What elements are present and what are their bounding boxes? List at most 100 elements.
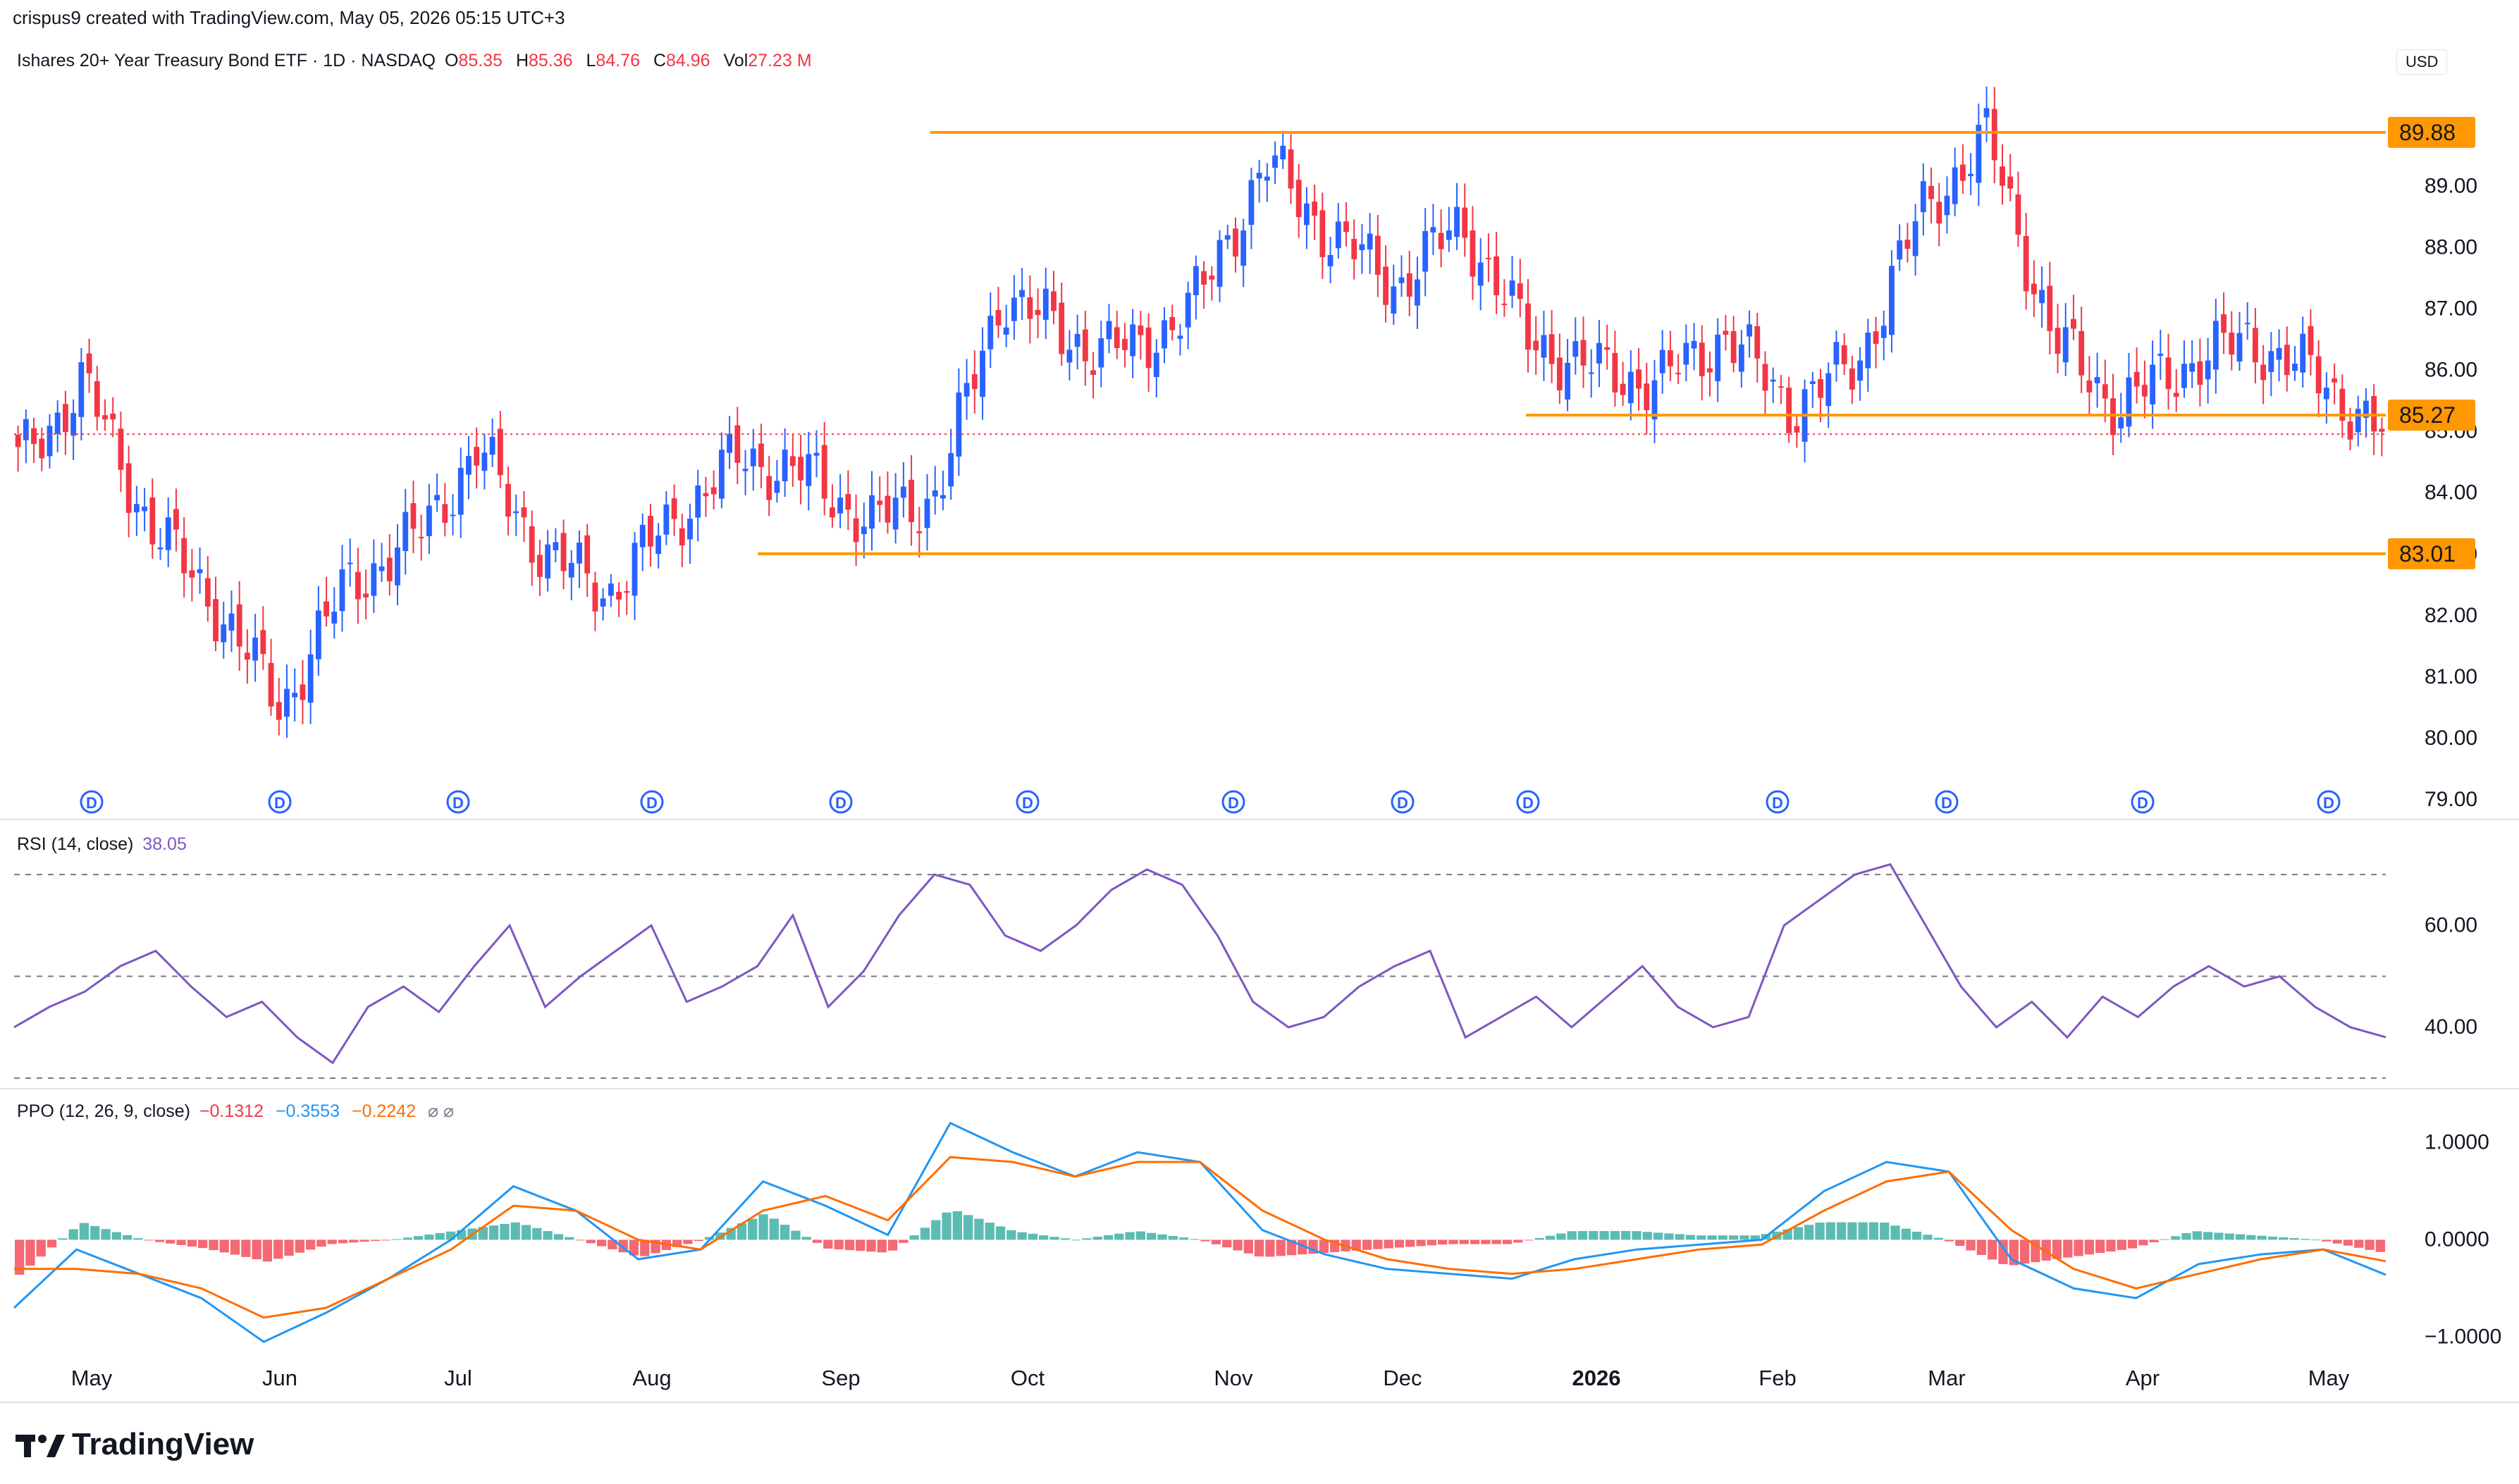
price-tick-label: 88.00	[2425, 236, 2477, 259]
candle-body	[1857, 360, 1864, 381]
candle-body	[1090, 370, 1097, 376]
ppo-histogram-bar	[2160, 1239, 2170, 1240]
ppo-histogram-bar	[1513, 1239, 1523, 1243]
ppo-histogram-bar	[1589, 1230, 1599, 1240]
dividend-marker	[1016, 790, 1040, 814]
price-tick-label: 82.00	[2425, 604, 2477, 627]
ppo-tick-label: 1.0000	[2425, 1130, 2489, 1154]
close-value: 84.96	[666, 51, 710, 70]
level-price-tag	[2388, 116, 2475, 148]
candle-body	[2252, 328, 2258, 363]
ppo-histogram-bar	[2332, 1239, 2342, 1244]
price-legend: Ishares 20+ Year Treasury Bond ETF · 1D …	[17, 51, 812, 70]
price-tick-label: 84.00	[2425, 481, 2477, 505]
ppo-histogram-bar	[1384, 1239, 1393, 1249]
ppo-histogram-bar	[780, 1225, 790, 1240]
ppo-histogram-bar	[316, 1239, 326, 1247]
ppo-histogram-bar	[305, 1239, 316, 1250]
candle-body	[1398, 277, 1405, 283]
x-axis-label: Feb	[1759, 1366, 1796, 1390]
ppo-histogram-bar	[1092, 1237, 1102, 1240]
ppo-histogram-bar	[435, 1232, 445, 1240]
ppo-histogram-bar	[154, 1239, 165, 1242]
candle-body	[2031, 283, 2037, 295]
candle-body	[1248, 180, 1255, 225]
ppo-histogram-bar	[1944, 1239, 1954, 1242]
ppo-histogram-bar	[1405, 1239, 1415, 1247]
candle-body	[924, 498, 930, 528]
candle-body	[1374, 235, 1381, 275]
candle-body	[355, 571, 361, 600]
ppo-panel	[13, 1121, 2386, 1344]
candle-body	[395, 547, 400, 586]
ppo-histogram-bar	[1524, 1239, 1534, 1241]
candle-body	[750, 448, 756, 466]
ppo-histogram-bar	[1103, 1235, 1114, 1240]
candle-body	[54, 412, 61, 434]
ppo-histogram-bar	[931, 1220, 941, 1240]
ppo-histogram-bar	[111, 1232, 121, 1240]
ppo-histogram-bar	[1804, 1225, 1814, 1240]
candle-body	[1280, 145, 1286, 160]
ppo-histogram-bar	[1728, 1235, 1739, 1240]
ppo-histogram-bar	[58, 1238, 68, 1240]
candle-body	[1604, 347, 1610, 350]
candle-body	[110, 414, 116, 420]
candle-body	[734, 425, 741, 463]
ppo-histogram-bar	[2084, 1239, 2095, 1255]
ppo-histogram-bar	[1621, 1230, 1631, 1240]
candle-body	[1383, 266, 1389, 305]
candle-body	[1233, 228, 1238, 257]
dividend-label: D	[835, 794, 846, 812]
candle-body	[837, 497, 844, 514]
ppo-histogram-bar	[672, 1239, 682, 1247]
candle-body	[23, 419, 29, 440]
candle-body	[940, 495, 946, 499]
ppo-histogram-bar	[2117, 1239, 2126, 1250]
ppo-histogram-bar	[823, 1239, 833, 1249]
ppo-histogram-bar	[500, 1223, 510, 1240]
x-axis-label: 2026	[1572, 1366, 1621, 1390]
ppo-histogram-bar	[1006, 1230, 1016, 1240]
ppo-label[interactable]: PPO (12, 26, 9, close)	[17, 1101, 190, 1121]
candle-body	[1446, 230, 1452, 240]
ppo-histogram-bar	[1470, 1239, 1480, 1244]
candle-body	[1209, 276, 1215, 280]
ppo-histogram-bar	[2246, 1235, 2256, 1240]
candle-body	[466, 456, 472, 475]
ppo-histogram-bar	[1955, 1239, 1965, 1247]
price-tick-label: 79.00	[2425, 788, 2477, 811]
candle-body	[276, 702, 282, 720]
candle-body	[1636, 369, 1642, 389]
ppo-histogram-bar	[963, 1215, 973, 1240]
ppo-histogram-bar	[1675, 1234, 1685, 1240]
candle-body	[1454, 206, 1460, 237]
ppo-histogram-bar	[2106, 1239, 2116, 1252]
ppo-histogram-bar	[284, 1239, 294, 1256]
ppo-histogram-bar	[1750, 1235, 1760, 1240]
candle-body	[648, 516, 653, 547]
candle-body	[1715, 334, 1721, 381]
candle-body	[1217, 240, 1223, 287]
price-tick-label: 87.00	[2425, 297, 2477, 321]
ppo-histogram-bar	[370, 1239, 381, 1242]
candle-body	[181, 538, 187, 574]
rsi-tick-label: 60.00	[2425, 913, 2477, 936]
symbol-title[interactable]: Ishares 20+ Year Treasury Bond ETF · 1D …	[17, 51, 436, 70]
dividend-marker	[2131, 790, 2155, 814]
ppo-histogram-bar	[1491, 1239, 1501, 1244]
tradingview-icon	[16, 1435, 65, 1458]
candle-body	[1730, 330, 1737, 364]
candle-body	[1565, 362, 1571, 400]
candle-body	[324, 601, 329, 617]
ppo-histogram-bar	[1988, 1239, 1997, 1260]
ppo-histogram-bar	[640, 1239, 650, 1256]
candle-body	[1256, 173, 1262, 179]
candle-body	[592, 582, 598, 612]
ppo-histogram-bar	[1039, 1235, 1049, 1240]
candle-body	[853, 518, 859, 543]
currency-button[interactable]: USD	[2396, 49, 2448, 75]
rsi-label[interactable]: RSI (14, close)	[17, 834, 134, 854]
candle-body	[2221, 314, 2227, 333]
ppo-legend: PPO (12, 26, 9, close) −0.1312 −0.3553 −…	[17, 1101, 454, 1122]
